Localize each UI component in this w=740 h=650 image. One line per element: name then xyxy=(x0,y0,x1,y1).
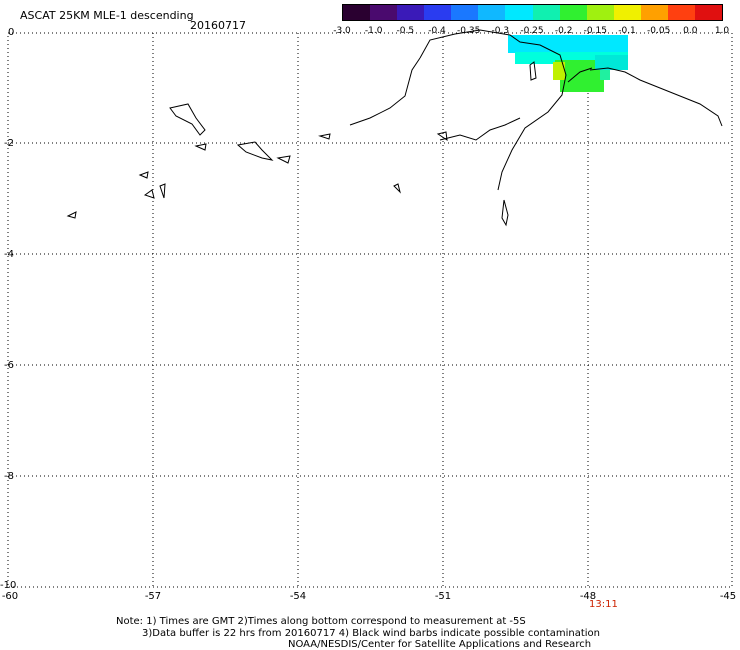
colorbar-segment xyxy=(451,5,479,20)
colorbar-segment xyxy=(532,5,560,20)
map-title: ASCAT 25KM MLE-1 descending xyxy=(20,9,194,22)
colorbar-segment xyxy=(640,5,668,20)
pass-time-label: 13:11 xyxy=(589,599,618,610)
plot-frame xyxy=(7,32,733,588)
colorbar-tick-labels: -3.0 -1.0 -0.5 -0.4 -0.35 -0.3 -0.25 -0.2 -0.15 -… xyxy=(330,26,735,38)
colorbar-segment xyxy=(505,5,533,20)
y-axis-label-2: -4 xyxy=(4,249,14,260)
x-axis-label-4: -48 xyxy=(579,591,597,602)
colorbar-tick-label: 0.0 xyxy=(683,26,698,36)
x-axis-label-5: -45 xyxy=(719,591,737,602)
colorbar-tick-label: -3.0 xyxy=(333,26,351,36)
y-axis-label-4: -8 xyxy=(4,471,14,482)
colorbar-tick-label: -0.5 xyxy=(396,26,415,36)
colorbar-tick-label: -0.3 xyxy=(491,26,510,36)
colorbar-tick-label: -1.0 xyxy=(364,26,383,36)
y-axis-label-0: 0 xyxy=(8,27,15,38)
colorbar-tick-label: -0.15 xyxy=(583,26,607,36)
colorbar-tick-label: -0.2 xyxy=(554,26,573,36)
colorbar-segment xyxy=(613,5,641,20)
colorbar-segment xyxy=(559,5,587,20)
x-axis-label-0: -60 xyxy=(1,591,19,602)
map-date: 20160717 xyxy=(190,19,246,32)
colorbar-segment xyxy=(370,5,398,20)
colorbar-tick-label: -0.25 xyxy=(520,26,544,36)
colorbar-segment xyxy=(424,5,452,20)
colorbar-segment xyxy=(478,5,506,20)
y-axis-label-5: -10 xyxy=(0,580,17,591)
colorbar-segment xyxy=(586,5,614,20)
colorbar-tick-label: -0.1 xyxy=(618,26,636,36)
colorbar-segment xyxy=(343,5,371,20)
wind-swath xyxy=(508,35,628,92)
coastline xyxy=(66,29,723,227)
colorbar-tick-label: -0.35 xyxy=(457,26,481,36)
colorbar-tick-label: 1.0 xyxy=(714,26,730,36)
x-axis-label-3: -51 xyxy=(434,591,452,602)
x-axis-label-2: -54 xyxy=(289,591,307,602)
y-axis-label-1: -2 xyxy=(4,138,14,149)
grid-lines xyxy=(8,33,732,587)
colorbar-segment xyxy=(397,5,425,20)
footer-note-line-1: Note: 1) Times are GMT 2)Times along bot… xyxy=(116,616,526,627)
colorbar-tick-label: -0.05 xyxy=(647,26,671,36)
x-axis-label-1: -57 xyxy=(144,591,162,602)
colorbar-segment xyxy=(695,5,723,20)
colorbar-tick-label: -0.4 xyxy=(428,26,446,36)
colorbar xyxy=(342,4,723,21)
footer-credit: NOAA/NESDIS/Center for Satellite Applica… xyxy=(288,639,592,650)
colorbar-segment xyxy=(667,5,696,20)
footer-note-line-2: 3)Data buffer is 22 hrs from 20160717 4)… xyxy=(142,628,600,639)
y-axis-label-3: -6 xyxy=(4,360,14,371)
